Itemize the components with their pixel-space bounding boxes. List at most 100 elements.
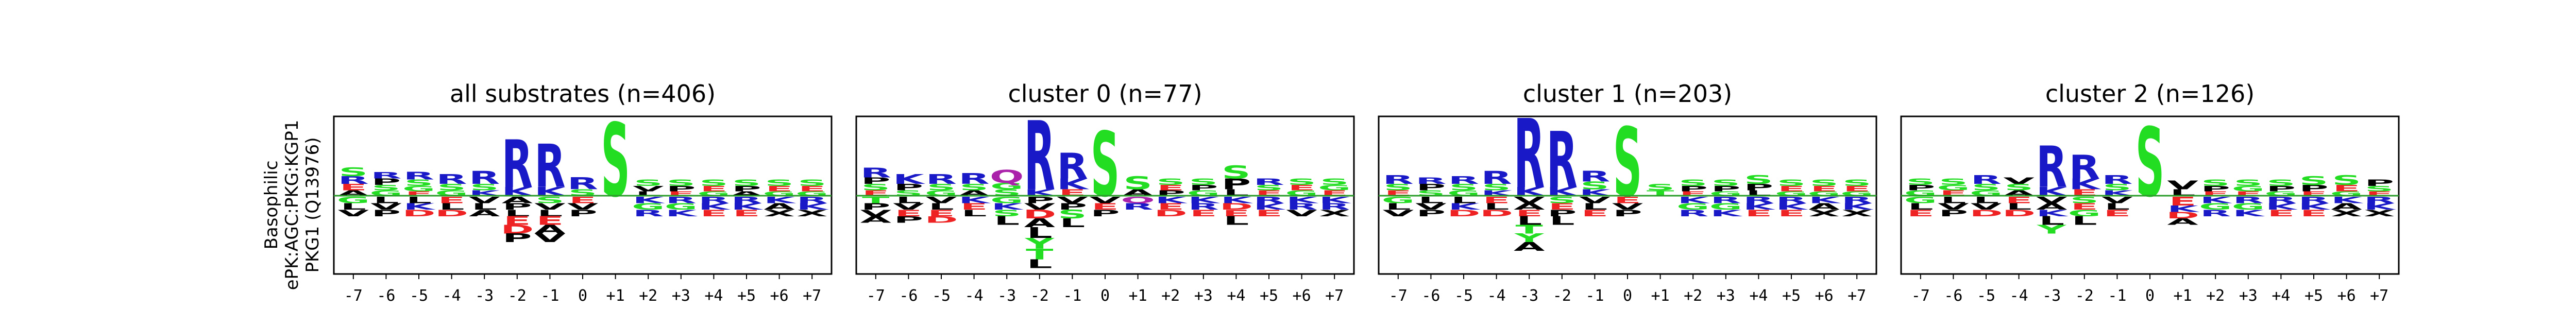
logo-letter-l: L: [1549, 214, 1575, 228]
logo-letter-s: S: [1482, 182, 1511, 193]
x-tick-label: +1: [1129, 287, 1147, 305]
logo-letter-k: K: [1677, 195, 1710, 205]
logo-letter-e: E: [1190, 208, 1217, 218]
x-tick-label: -5: [410, 287, 428, 305]
logo-letter-k: K: [1448, 201, 1481, 212]
logo-letter-k: K: [1253, 201, 1286, 212]
logo-letter-r: R: [502, 126, 533, 202]
logo-letter-x: X: [764, 208, 794, 218]
x-tick-label: -5: [1454, 287, 1473, 305]
logo-letter-s: S: [732, 178, 761, 188]
logo-letter-k: K: [2265, 201, 2298, 212]
logo-letter-k: K: [1155, 195, 1188, 205]
logo-letter-r: R: [2364, 195, 2395, 205]
logo-letter-e: E: [1548, 201, 1575, 212]
x-tick-label: -1: [540, 287, 559, 305]
logo-letter-d: D: [500, 222, 534, 236]
logo-letter-d: D: [1023, 208, 1056, 221]
logo-letter-x: X: [1319, 208, 1350, 218]
logo-letter-l: L: [1385, 201, 1411, 212]
logo-letter-s: S: [1842, 178, 1871, 188]
logo-letter-r: R: [1841, 195, 1872, 205]
logo-letter-k: K: [2233, 208, 2266, 218]
logo-letter-e: E: [2333, 183, 2360, 194]
logo-letter-a: A: [2167, 217, 2198, 227]
x-tick-label: -4: [2010, 287, 2028, 305]
x-tick-label: -1: [2108, 287, 2126, 305]
logo-letter-x: X: [1808, 208, 1839, 218]
x-tick-label: -3: [2042, 287, 2061, 305]
logo-letter-e: E: [960, 201, 988, 212]
logo-letter-r: R: [403, 170, 434, 182]
logo-letter-s: S: [1613, 109, 1642, 218]
logo-letter-r: R: [731, 195, 762, 205]
logo-letter-s: S: [1972, 182, 2001, 193]
logo-letter-e: E: [927, 208, 955, 218]
logo-letter-g: G: [1904, 195, 1937, 205]
logo-letter-s: S: [1809, 178, 1838, 188]
logo-letter-r: R: [1188, 201, 1219, 212]
x-tick-label: +4: [704, 287, 723, 305]
logo-letter-e: E: [1614, 195, 1641, 205]
logo-letter-l: L: [928, 201, 954, 212]
logo-letter-y: Y: [2037, 222, 2067, 236]
logo-letter-r: R: [2265, 195, 2296, 205]
logo-letter-r: R: [2298, 195, 2329, 205]
logo-letter-g: G: [1709, 201, 1742, 212]
logo-letter-e: E: [700, 208, 727, 218]
logo-letter-l: L: [374, 195, 399, 205]
logo-letter-s: S: [2266, 178, 2295, 188]
logo-letter-e: E: [766, 185, 793, 194]
x-tick-label: +7: [803, 287, 821, 305]
logo-letter-l: L: [471, 201, 497, 212]
logo-letter-g: G: [2232, 201, 2265, 212]
logo-letter-s: S: [2299, 174, 2328, 188]
logo-letter-k: K: [2364, 201, 2397, 212]
logo-letter-s: S: [371, 183, 400, 192]
logo-letter-l: L: [1484, 201, 1510, 212]
x-tick-label: +7: [1325, 287, 1344, 305]
logo-letter-r: R: [1057, 146, 1088, 187]
logo-letter-e: E: [1255, 208, 1282, 218]
logo-letter-s: S: [927, 182, 956, 193]
logo-letter-s: S: [959, 182, 988, 193]
logo-letter-r: R: [1383, 173, 1414, 187]
logo-letter-x: X: [1841, 208, 1872, 218]
logo-letter-d: D: [435, 208, 468, 218]
logo-letter-p: P: [1939, 208, 1968, 218]
logo-letter-k: K: [1188, 195, 1221, 205]
x-tick-label: 0: [1100, 287, 1110, 305]
logo-panel: cluster 1 (n=203)ESRGLV-7SPRLVP-6GSRLKD-…: [1378, 80, 1877, 305]
logo-letter-s: S: [1123, 173, 1152, 194]
logo-letter-a: A: [1808, 201, 1840, 212]
x-tick-label: -2: [1553, 287, 1571, 305]
logo-letter-e: E: [1810, 185, 1838, 194]
logo-letter-d: D: [402, 208, 436, 218]
logo-letter-s: S: [601, 103, 630, 220]
logo-letter-v: V: [567, 201, 599, 212]
logo-letter-r: R: [1319, 201, 1350, 212]
logo-letter-s: S: [470, 182, 499, 193]
logo-letter-e: E: [1223, 208, 1250, 218]
logo-letter-s: S: [1156, 177, 1185, 187]
logo-letter-r: R: [370, 170, 401, 181]
panel-title: cluster 2 (n=126): [2045, 80, 2255, 108]
logo-letter-e: E: [536, 214, 564, 228]
logo-letter-r: R: [1547, 116, 1578, 205]
logo-letter-l: L: [961, 208, 987, 218]
logo-letter-s: S: [634, 178, 663, 188]
logo-letter-k: K: [1319, 195, 1352, 205]
x-tick-label: -1: [1585, 287, 1604, 305]
logo-letter-p: P: [1906, 183, 1935, 192]
logo-letter-l: L: [2039, 214, 2064, 228]
logo-letter-k: K: [1841, 201, 1874, 212]
logo-letter-x: X: [2364, 208, 2395, 218]
logo-letter-r: R: [436, 171, 467, 187]
logo-letter-s: S: [765, 178, 793, 188]
x-tick-label: +2: [2206, 287, 2225, 305]
logo-letter-e: E: [340, 182, 367, 193]
logo-letter-v: V: [926, 195, 957, 205]
x-tick-label: -6: [899, 287, 918, 305]
logo-letter-e: E: [503, 214, 531, 228]
logo-letter-p: P: [1711, 185, 1740, 194]
